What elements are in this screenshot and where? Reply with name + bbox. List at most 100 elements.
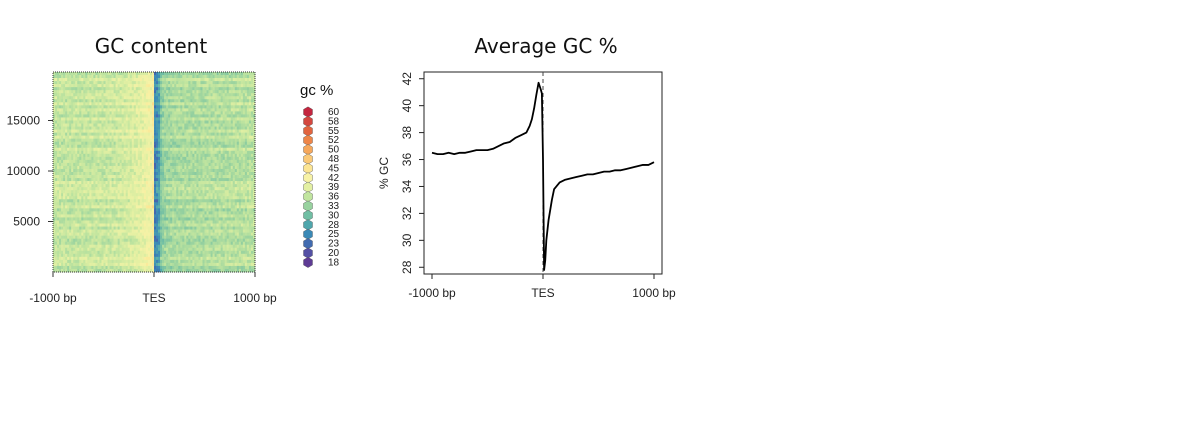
- heatmap-cell: [133, 129, 137, 133]
- heatmap-cell: [89, 102, 92, 106]
- heatmap-cell: [168, 184, 171, 188]
- heatmap-cell: [250, 153, 254, 158]
- heatmap-cell: [238, 120, 242, 124]
- heatmap-cell: [206, 135, 209, 139]
- heatmap-cell: [67, 135, 70, 139]
- heatmap-cell: [85, 196, 88, 200]
- heatmap-cell: [188, 102, 191, 106]
- heatmap-cell: [174, 193, 177, 197]
- heatmap-cell: [252, 187, 256, 191]
- heatmap-cell: [224, 72, 228, 76]
- heatmap-cell: [135, 144, 139, 149]
- heatmap-cell: [139, 84, 143, 88]
- heatmap-cell: [170, 135, 173, 139]
- heatmap-cell: [93, 120, 96, 124]
- heatmap-cell: [174, 96, 177, 100]
- heatmap-cell: [73, 199, 76, 203]
- heatmap-cell: [71, 72, 74, 76]
- heatmap-cell: [228, 123, 232, 127]
- heatmap-cell: [156, 205, 159, 209]
- heatmap-cell: [57, 156, 60, 161]
- heatmap-cell: [91, 156, 94, 161]
- heatmap-cell: [109, 208, 112, 212]
- heatmap-cell: [156, 81, 159, 85]
- heatmap-cell: [222, 172, 225, 176]
- heatmap-cell: [156, 102, 159, 106]
- heatmap-cell: [115, 190, 118, 194]
- heatmap-cell: [127, 165, 131, 170]
- heatmap-cell: [151, 96, 155, 100]
- heatmap-cell: [162, 84, 165, 88]
- heatmap-cell: [158, 129, 161, 133]
- heatmap-cell: [174, 129, 177, 133]
- heatmap-cell: [91, 187, 94, 191]
- heatmap-cell: [103, 117, 106, 121]
- heatmap-cell: [91, 220, 94, 224]
- heatmap-cell: [192, 172, 195, 176]
- heatmap-cell: [196, 126, 199, 130]
- heatmap-cell: [174, 150, 177, 155]
- heatmap-cell: [69, 72, 72, 76]
- heatmap-cell: [196, 105, 199, 109]
- heatmap-cell: [135, 187, 139, 191]
- heatmap-cell: [129, 144, 133, 149]
- heatmap-cell: [204, 129, 207, 133]
- heatmap-cell: [113, 108, 116, 112]
- heatmap-cell: [186, 190, 189, 194]
- heatmap-cell: [93, 126, 96, 130]
- heatmap-cell: [162, 144, 165, 149]
- heatmap-cell: [57, 72, 60, 76]
- heatmap-cell: [135, 135, 139, 139]
- heatmap-cell: [188, 220, 191, 224]
- heatmap-cell: [220, 102, 223, 106]
- heatmap-cell: [226, 178, 230, 182]
- heatmap-cell: [133, 111, 137, 115]
- heatmap-cell: [103, 75, 106, 79]
- heatmap-cell: [83, 93, 86, 97]
- heatmap-cell: [143, 190, 147, 194]
- heatmap-cell: [160, 117, 163, 121]
- heatmap-cell: [127, 214, 131, 218]
- heatmap-cell: [95, 214, 98, 218]
- heatmap-cell: [57, 144, 60, 149]
- heatmap-cell: [131, 144, 135, 149]
- heatmap-cell: [160, 159, 163, 164]
- heatmap-cell: [206, 138, 209, 142]
- heatmap-cell: [59, 199, 62, 203]
- heatmap-cell: [212, 96, 215, 100]
- heatmap-cell: [99, 78, 102, 82]
- heatmap-cell: [164, 84, 167, 88]
- heatmap-cell: [93, 72, 96, 76]
- heatmap-cell: [117, 108, 120, 112]
- heatmap-cell: [160, 90, 163, 94]
- heatmap-cell: [135, 211, 139, 215]
- heatmap-cell: [238, 159, 242, 164]
- heatmap-cell: [252, 184, 256, 188]
- heatmap-cell: [125, 211, 129, 215]
- heatmap-cell: [57, 162, 60, 167]
- heatmap-cell: [137, 123, 141, 127]
- heatmap-cell: [67, 205, 70, 209]
- heatmap-cell: [234, 135, 238, 139]
- heatmap-cell: [73, 220, 76, 224]
- heatmap-cell: [222, 96, 225, 100]
- heatmap-cell: [129, 90, 133, 94]
- heatmap-cell: [117, 90, 120, 94]
- heatmap-cell: [162, 78, 165, 82]
- heatmap-cell: [73, 190, 76, 194]
- heatmap-cell: [240, 178, 244, 182]
- heatmap-cell: [244, 141, 248, 146]
- heatmap-cell: [222, 196, 225, 200]
- heatmap-cell: [230, 75, 234, 79]
- heatmap-cell: [113, 205, 116, 209]
- heatmap-cell: [111, 105, 114, 109]
- heatmap-cell: [71, 105, 74, 109]
- heatmap-cell: [121, 135, 124, 139]
- heatmap-cell: [164, 99, 167, 103]
- heatmap-cell: [246, 205, 250, 209]
- heatmap-cell: [224, 156, 228, 161]
- heatmap-cell: [236, 84, 240, 88]
- heatmap-cell: [240, 159, 244, 164]
- heatmap-cell: [133, 214, 137, 218]
- heatmap-cell: [57, 208, 60, 212]
